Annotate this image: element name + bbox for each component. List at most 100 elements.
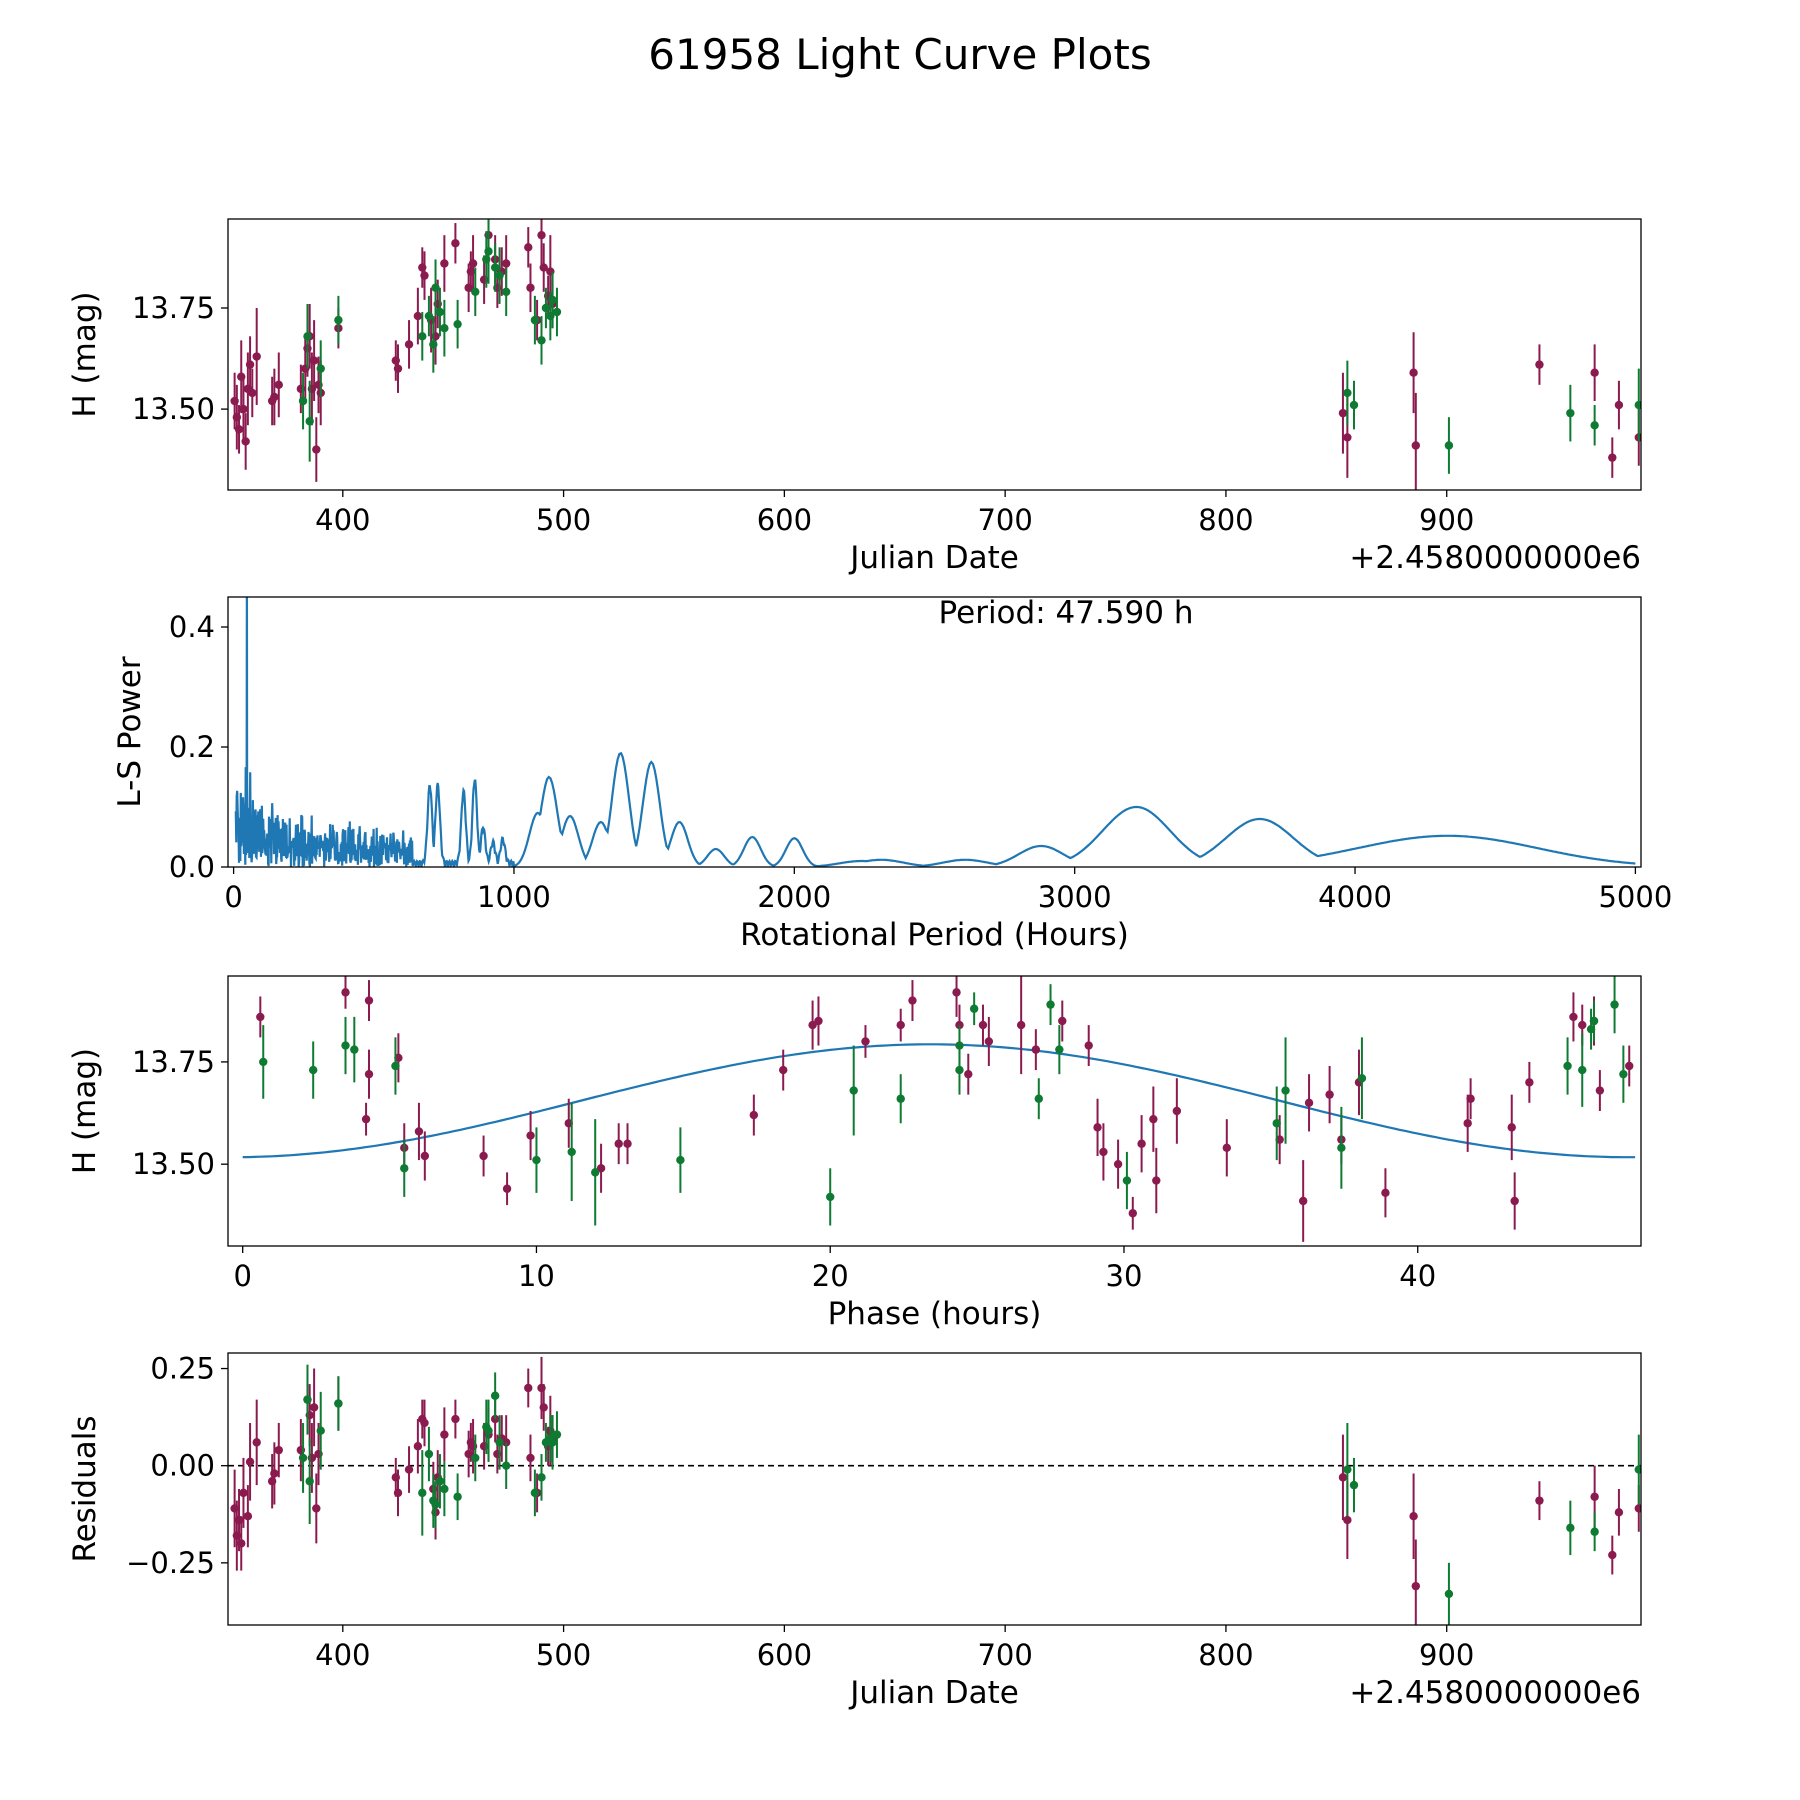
data-point xyxy=(361,1114,371,1124)
data-point xyxy=(1034,1094,1043,1103)
data-point xyxy=(414,1127,424,1136)
power-spectrum-line xyxy=(234,597,1636,867)
x-tick-label: 800 xyxy=(1198,503,1253,537)
x-tick-label: 400 xyxy=(315,503,370,537)
data-point xyxy=(1093,1123,1102,1132)
y-tick-label: 13.75 xyxy=(132,1045,215,1079)
data-point xyxy=(539,263,548,272)
data-point xyxy=(908,996,917,1005)
x-tick-label: 4000 xyxy=(1318,880,1392,914)
x-tick-label: 800 xyxy=(1198,1638,1253,1672)
data-point xyxy=(305,417,314,426)
data-point xyxy=(1304,1098,1314,1108)
data-point xyxy=(248,388,257,398)
data-point xyxy=(1343,1465,1352,1474)
data-point xyxy=(814,1016,823,1026)
figure-title: 61958 Light Curve Plots xyxy=(648,30,1152,79)
x-axis-label: Julian Date xyxy=(848,540,1019,576)
series-green-band xyxy=(298,1364,1641,1625)
data-point xyxy=(530,1488,540,1498)
data-point xyxy=(303,1395,312,1404)
data-point xyxy=(1357,1074,1367,1083)
data-point xyxy=(1507,1123,1516,1132)
data-point xyxy=(495,1438,504,1447)
data-point xyxy=(393,1488,403,1498)
data-point xyxy=(274,380,283,390)
data-point xyxy=(418,332,427,341)
data-point xyxy=(502,1184,512,1193)
data-point xyxy=(1046,1000,1055,1009)
y-tick-label: 0.4 xyxy=(169,610,215,644)
data-point xyxy=(404,340,414,349)
data-point xyxy=(431,283,440,292)
data-point xyxy=(471,287,480,297)
data-point xyxy=(270,392,279,402)
data-point xyxy=(400,1164,409,1173)
data-point xyxy=(312,445,321,454)
data-point xyxy=(541,303,551,313)
data-point xyxy=(1614,1508,1624,1517)
x-tick-label: 0 xyxy=(233,1259,251,1293)
data-point xyxy=(484,247,493,256)
data-point xyxy=(526,1453,535,1463)
data-point xyxy=(596,1164,606,1173)
data-point xyxy=(1578,1065,1587,1075)
data-point xyxy=(316,364,325,373)
data-point xyxy=(1272,1119,1281,1128)
x-tick-label: 900 xyxy=(1419,1638,1474,1672)
data-point xyxy=(1463,1119,1472,1128)
x-tick-label: 500 xyxy=(536,503,591,537)
data-point xyxy=(955,1041,964,1050)
data-point xyxy=(964,1069,973,1079)
series-green-band xyxy=(259,976,1628,1226)
data-point xyxy=(952,988,961,997)
data-point xyxy=(1634,1504,1641,1513)
data-point xyxy=(1411,441,1421,450)
data-point xyxy=(241,437,250,446)
data-point xyxy=(435,1477,445,1486)
data-point xyxy=(490,1391,500,1400)
data-point xyxy=(591,1168,600,1177)
data-point xyxy=(1338,408,1348,418)
data-point xyxy=(435,307,445,317)
data-point xyxy=(1325,1090,1334,1099)
y-axis-label: Residuals xyxy=(67,1415,103,1562)
x-tick-label: 5000 xyxy=(1598,880,1672,914)
y-axis-label: H (mag) xyxy=(67,1048,103,1174)
data-point xyxy=(468,259,478,268)
data-point xyxy=(420,1418,429,1428)
data-point xyxy=(1338,1473,1348,1482)
data-point xyxy=(501,259,511,268)
data-point xyxy=(501,287,511,297)
data-point xyxy=(896,1094,905,1103)
x-tick-label: 20 xyxy=(812,1259,849,1293)
y-tick-label: 13.50 xyxy=(132,1147,215,1181)
data-point xyxy=(614,1139,623,1148)
data-point xyxy=(1590,368,1599,377)
data-point xyxy=(1466,1094,1475,1103)
data-point xyxy=(526,283,535,292)
data-point xyxy=(1634,1465,1641,1474)
data-point xyxy=(413,311,423,321)
data-point xyxy=(530,315,540,325)
data-point xyxy=(312,1504,321,1513)
data-point xyxy=(1222,1143,1231,1153)
data-point xyxy=(252,1438,261,1447)
data-point xyxy=(548,1438,557,1447)
data-point xyxy=(341,988,350,997)
data-point xyxy=(1113,1159,1123,1169)
data-point xyxy=(1016,1020,1026,1030)
data-point xyxy=(484,1426,493,1435)
data-point xyxy=(1590,1492,1599,1501)
data-point xyxy=(298,396,308,406)
data-point xyxy=(479,1151,488,1161)
data-point xyxy=(440,259,449,268)
data-point xyxy=(440,324,449,333)
data-point xyxy=(969,1004,979,1013)
data-point xyxy=(623,1139,632,1148)
x-tick-label: 900 xyxy=(1419,503,1474,537)
data-point xyxy=(237,1539,246,1548)
